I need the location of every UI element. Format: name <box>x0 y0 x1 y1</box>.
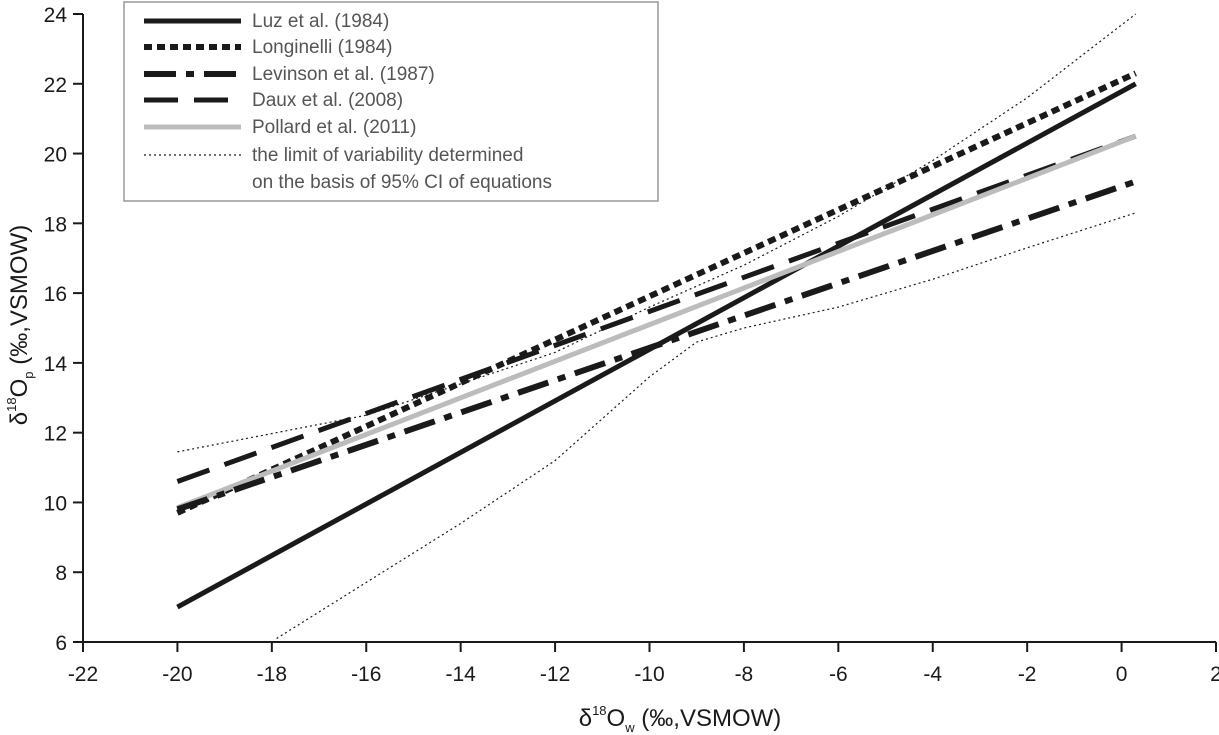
series-ci-lower-line <box>276 212 1136 640</box>
legend-label: Luz et al. (1984) <box>252 11 389 32</box>
series-layer <box>176 13 1137 640</box>
legend-label: the limit of variability determined <box>252 145 523 166</box>
series-line-1 <box>176 70 1137 516</box>
x-tick-label: -16 <box>351 663 381 686</box>
y-tick-label: 8 <box>55 562 67 585</box>
legend-label: Daux et al. (2008) <box>252 90 403 111</box>
x-axis-title: δ18Ow (‰,VSMOW) <box>579 703 782 735</box>
x-tick-label: -14 <box>445 663 476 686</box>
legend-label-line2: on the basis of 95% CI of equations <box>252 172 552 193</box>
y-tick-label: 18 <box>44 213 67 236</box>
legend: Luz et al. (1984) Longinelli (1984) Levins… <box>123 1 659 202</box>
x-tick-label: -12 <box>540 663 570 686</box>
x-tick-label: -18 <box>257 663 287 686</box>
x-tick-label: -8 <box>735 663 754 686</box>
x-tick-label: -10 <box>634 663 664 686</box>
y-tick-label: 6 <box>55 632 67 655</box>
legend-label: Longinelli (1984) <box>252 37 393 58</box>
axes: -22 -20 -18 -16 -14 -12 -10 -8 -6 -4 -2 0 2681012141… <box>44 4 1219 686</box>
y-tick-label: 24 <box>44 4 68 27</box>
series-line-2 <box>176 178 1137 513</box>
y-tick-label: 14 <box>44 353 68 376</box>
x-tick-label: -6 <box>829 663 848 686</box>
y-tick-label: 16 <box>44 283 67 306</box>
x-tick-label: 2 <box>1210 663 1219 686</box>
x-tick-label: -2 <box>1018 663 1037 686</box>
x-tick-label: -4 <box>923 663 942 686</box>
y-axis-title: δ18Op (‰,VSMOW) <box>4 225 36 425</box>
y-tick-label: 12 <box>44 423 67 446</box>
legend-label: Levinson et al. (1987) <box>252 64 435 85</box>
y-tick-label: 10 <box>44 492 67 515</box>
series-line-4 <box>176 133 1137 511</box>
y-tick-label: 20 <box>44 144 67 167</box>
x-tick-label: -22 <box>68 663 98 686</box>
y-tick-label: 22 <box>44 74 67 97</box>
series-ci-upper-line <box>177 13 1137 453</box>
legend-label: Pollard et al. (2011) <box>252 117 416 138</box>
x-tick-label: 0 <box>1116 663 1128 686</box>
series-line-3 <box>176 133 1137 484</box>
x-tick-label: -20 <box>162 663 192 686</box>
